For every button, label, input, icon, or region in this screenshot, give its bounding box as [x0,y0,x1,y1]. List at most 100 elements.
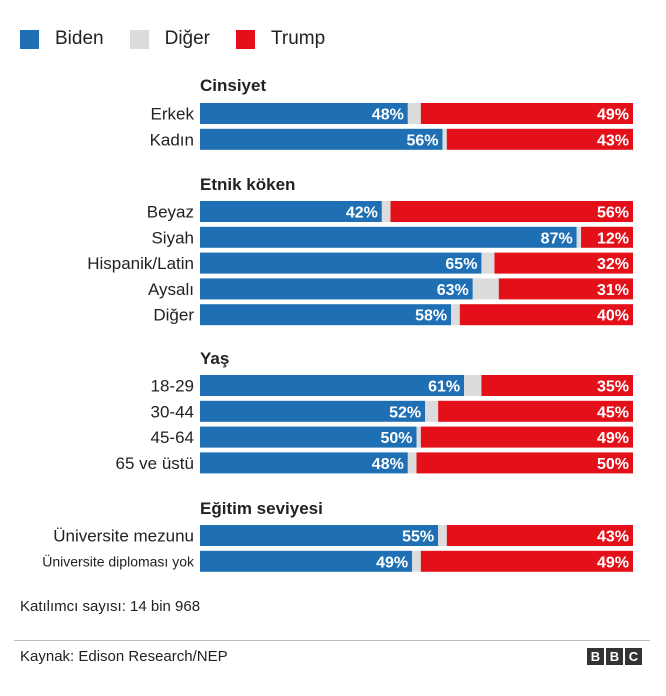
data-label-trump: 35% [597,379,629,396]
row-label: Hispanik/Latin [87,254,194,273]
row-label: Diğer [153,306,194,325]
legend-label-trump: Trump [271,28,326,49]
data-label-biden: 65% [445,256,477,273]
data-label-biden: 87% [541,230,573,247]
bar-biden [200,550,413,572]
data-label-trump: 45% [597,404,629,421]
legend-swatch-trump [236,29,256,49]
data-label-trump: 40% [597,308,629,325]
bbc-logo: B B C [585,648,642,665]
data-label-biden: 49% [376,554,408,571]
bar-biden [200,278,473,300]
bar-trump [494,252,633,274]
bar-biden [200,103,408,124]
bar-other [464,375,482,396]
bar-biden [200,226,577,248]
data-label-biden: 58% [415,308,447,325]
bar-biden [200,452,408,474]
bar-other [576,226,582,248]
legend-item-trump: Trump [236,28,325,50]
legend-item-biden: Biden [20,28,104,50]
bar-trump [420,103,633,124]
data-label-biden: 50% [380,430,412,447]
bar-trump [390,201,633,222]
row-label: Aysalı [148,280,194,299]
data-label-biden: 42% [346,205,378,222]
group-title: Cinsiyet [200,76,266,95]
row-label: Üniversite mezunu [53,527,194,546]
bbc-logo-letter: B [587,648,604,665]
legend-label-biden: Biden [55,28,104,49]
stacked-bar-chart: Cinsiyet Erkek 48% 49% Kadın 56% 43% Etnik köke… [42,76,633,572]
data-label-biden: 63% [437,282,469,299]
legend-item-other: Diğer [129,28,211,50]
row-label: 18-29 [151,377,194,396]
data-label-biden: 55% [402,529,434,546]
bar-other [472,278,499,300]
bar-other [438,525,447,546]
bar-other [381,201,391,222]
group-title: Eğitim seviyesi [200,499,323,518]
data-label-trump: 49% [597,430,629,447]
bar-trump [446,128,633,150]
bar-other [451,304,460,326]
bbc-logo-letter: C [625,648,642,665]
bar-other [407,452,417,474]
data-label-trump: 32% [597,256,629,273]
data-label-biden: 52% [389,404,421,421]
bar-other [442,128,447,150]
bar-trump [481,375,633,396]
row-label: Erkek [151,105,195,124]
bar-trump [459,304,633,326]
group-title: Yaş [200,349,229,368]
bar-other [425,400,439,422]
bar-other [481,252,495,274]
data-label-biden: 61% [428,379,460,396]
bar-other [412,550,421,572]
sample-size-note: Katılımcı sayısı: 14 bin 968 [20,598,201,615]
data-label-biden: 48% [372,107,404,124]
legend-swatch-biden [20,29,39,49]
bar-other [416,426,421,448]
row-label: 45-64 [151,428,194,447]
source-credit: Kaynak: Edison Research/NEP [20,648,228,665]
data-label-trump: 12% [597,230,629,247]
data-label-trump: 49% [597,107,629,124]
data-label-trump: 43% [597,132,629,149]
divider [14,640,650,641]
legend: Biden Diğer Trump [20,28,351,50]
legend-swatch-other [129,29,149,49]
row-label: Kadın [150,130,194,149]
row-label: Siyah [151,228,194,247]
data-label-biden: 48% [372,456,404,473]
bar-biden [200,128,443,150]
bar-other [407,103,421,124]
data-label-trump: 43% [597,529,629,546]
data-label-biden: 56% [406,132,438,149]
row-label: Beyaz [147,203,194,222]
group-title: Etnik köken [200,175,295,194]
bar-trump [420,550,633,572]
bar-biden [200,304,452,326]
bar-trump [416,452,633,474]
bar-biden [200,525,439,546]
row-label: Üniversite diploması yok [42,552,195,569]
bar-trump [420,426,633,448]
bar-trump [446,525,633,546]
bar-biden [200,375,465,396]
data-label-trump: 31% [597,282,629,299]
bbc-logo-letter: B [606,648,623,665]
bar-biden [200,201,382,222]
bar-biden [200,252,482,274]
legend-label-other: Diğer [164,28,211,49]
bar-biden [200,400,426,422]
row-label: 30-44 [151,402,194,421]
data-label-trump: 50% [597,456,629,473]
bar-biden [200,426,417,448]
row-label: 65 ve üstü [116,454,194,473]
bar-trump [438,400,633,422]
data-label-trump: 49% [597,554,629,571]
bar-trump [498,278,633,300]
bar-trump [581,226,633,248]
data-label-trump: 56% [597,205,629,222]
